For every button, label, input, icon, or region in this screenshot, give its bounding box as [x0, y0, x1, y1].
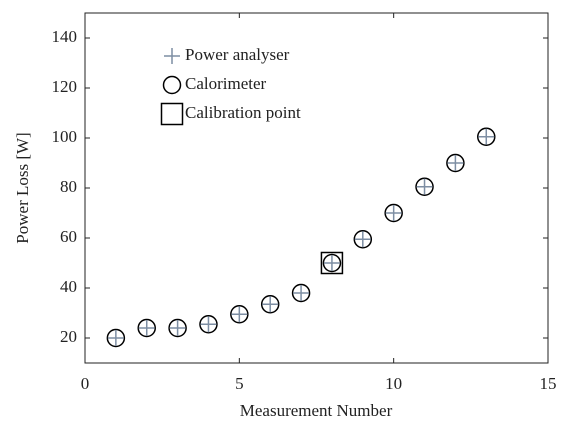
y-tick-label: 80 — [60, 177, 77, 196]
point-stroke — [478, 128, 495, 145]
point — [138, 320, 155, 336]
point — [478, 128, 495, 145]
y-tick-label: 20 — [60, 327, 77, 346]
point-stroke — [107, 330, 124, 346]
legend-marker — [160, 102, 184, 126]
point — [446, 153, 465, 173]
point — [415, 177, 434, 196]
y-tick-label: 100 — [52, 127, 78, 146]
x-tick-label: 5 — [235, 374, 244, 393]
legend-marker — [162, 75, 182, 95]
point — [200, 316, 217, 333]
y-tick-label: 120 — [52, 77, 78, 96]
point-stroke — [200, 316, 217, 333]
y-tick-label: 60 — [60, 227, 77, 246]
x-tick-label: 0 — [81, 374, 90, 393]
point — [293, 285, 310, 301]
point — [231, 306, 248, 323]
legend-marker-stroke — [164, 48, 180, 64]
point-stroke — [293, 285, 310, 301]
legend-marker — [164, 48, 180, 64]
point — [262, 296, 279, 313]
point-stroke — [385, 205, 402, 221]
point — [477, 127, 496, 146]
point-stroke — [323, 255, 340, 271]
point — [137, 318, 156, 338]
point-stroke — [416, 178, 433, 195]
point — [323, 255, 340, 271]
legend-label: Calibration point — [185, 103, 301, 122]
y-tick-label: 40 — [60, 277, 77, 296]
point — [169, 320, 186, 336]
point — [416, 178, 433, 195]
point — [107, 330, 124, 346]
point — [168, 318, 187, 338]
point-stroke — [138, 320, 155, 336]
x-axis-label: Measurement Number — [240, 401, 393, 420]
point — [199, 315, 218, 334]
point — [230, 305, 249, 324]
point-stroke — [447, 155, 464, 171]
plot-frame — [84, 12, 549, 364]
point-stroke — [354, 231, 371, 248]
point — [385, 205, 402, 221]
point — [291, 283, 311, 303]
legend-label: Calorimeter — [185, 74, 267, 93]
point-stroke — [262, 296, 279, 313]
point — [260, 295, 280, 314]
x-tick-label: 15 — [540, 374, 557, 393]
point — [384, 203, 403, 223]
point-stroke — [231, 306, 248, 323]
x-tick-label: 10 — [385, 374, 402, 393]
point-stroke — [169, 320, 186, 336]
y-tick-label: 140 — [52, 27, 78, 46]
point — [447, 155, 464, 171]
point — [106, 328, 126, 348]
point — [320, 251, 344, 275]
legend-label: Power analyser — [185, 45, 290, 64]
point — [322, 253, 342, 273]
y-axis-label: Power Loss [W] — [13, 132, 32, 243]
point — [353, 230, 373, 249]
point — [354, 231, 371, 248]
